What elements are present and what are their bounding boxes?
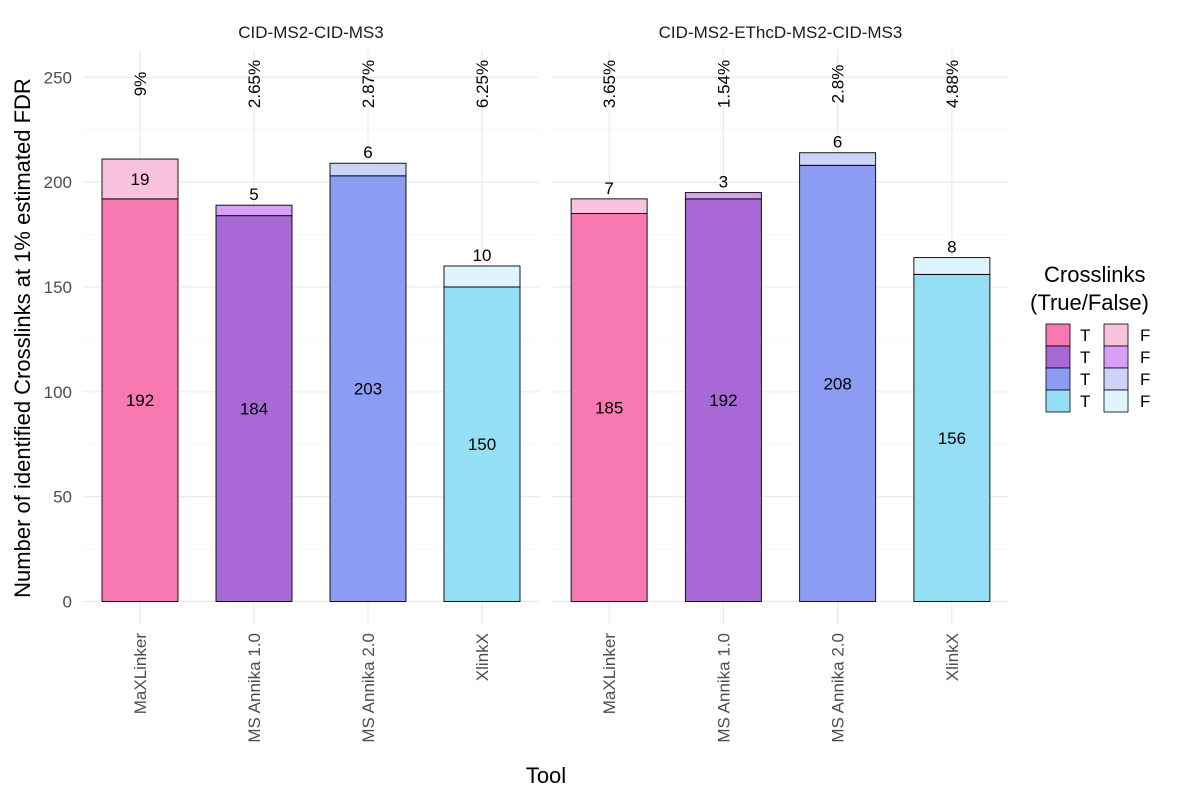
bar-true-label: 150 [468, 435, 496, 454]
fdr-percent-label: 1.54% [714, 60, 733, 108]
x-tick-label: MS Annika 2.0 [829, 633, 848, 743]
bar-true-1 [215, 215, 293, 602]
bar-false-label: 3 [719, 173, 728, 192]
y-tick-label: 250 [44, 68, 72, 87]
fdr-percent-label: 2.87% [359, 60, 378, 108]
bar-true-label: 185 [595, 399, 623, 418]
legend-title-line-1: Crosslinks [1044, 262, 1145, 287]
bar-false-label: 19 [131, 170, 150, 189]
legend-key-false [1103, 367, 1129, 391]
bar-layer [101, 152, 991, 602]
panel-title: CID-MS2-EThcD-MS2-CID-MS3 [659, 23, 903, 42]
bar-false-label: 6 [363, 143, 372, 162]
bar-true-0 [101, 198, 179, 602]
legend-label-true: T [1080, 348, 1090, 367]
x-tick-label: MaXLinker [600, 633, 619, 715]
bar-false-0 [101, 158, 179, 200]
bar-true-label: 156 [938, 429, 966, 448]
y-tick-label: 100 [44, 383, 72, 402]
bar-false-2 [799, 152, 877, 166]
fdr-percent-label: 2.8% [829, 65, 848, 104]
panel-title: CID-MS2-CID-MS3 [238, 23, 383, 42]
bar-false-0 [570, 198, 648, 215]
bar-true-2 [799, 164, 877, 602]
label-layer: CID-MS2-CID-MS3 192 19 9% 184 5 2.65% 203 6 2.87%… [126, 23, 966, 454]
bar-true-label: 203 [354, 380, 382, 399]
bar-false-1 [684, 192, 762, 200]
bar-false-label: 8 [947, 238, 956, 257]
legend-label-false: F [1140, 392, 1150, 411]
legend-key-true [1045, 389, 1071, 413]
y-tick-label: 0 [63, 593, 72, 612]
bar-true-label: 192 [126, 391, 154, 410]
bar-false-label: 5 [249, 185, 258, 204]
bar-true-label: 192 [709, 391, 737, 410]
legend-key-false [1103, 345, 1129, 369]
bar-true-3 [913, 273, 991, 602]
legend-key-false [1103, 323, 1129, 347]
bar-true-label: 208 [823, 374, 851, 393]
bar-false-1 [215, 204, 293, 217]
y-tick-label: 200 [44, 173, 72, 192]
y-axis-title: Number of identified Crosslinks at 1% es… [10, 78, 35, 598]
legend-label-true: T [1080, 370, 1090, 389]
bar-false-2 [329, 162, 407, 177]
x-tick-label: XlinkX [473, 633, 492, 681]
legend-label-false: F [1140, 326, 1150, 345]
fdr-percent-label: 2.65% [245, 60, 264, 108]
legend-label-true: T [1080, 392, 1090, 411]
y-tick-label: 50 [53, 488, 72, 507]
x-tick-label: MaXLinker [131, 633, 150, 715]
x-tick-label: MS Annika 1.0 [245, 633, 264, 743]
fdr-percent-label: 9% [131, 72, 150, 97]
fdr-percent-label: 6.25% [473, 60, 492, 108]
legend: Crosslinks (True/False) T F T F T F T F [1030, 262, 1150, 413]
bar-false-label: 10 [473, 246, 492, 265]
legend-label-false: F [1140, 348, 1150, 367]
y-tick-label: 150 [44, 278, 72, 297]
bar-true-0 [570, 213, 648, 602]
bar-true-3 [443, 286, 521, 602]
x-tick-label: MS Annika 2.0 [359, 633, 378, 743]
x-axis-title: Tool [526, 763, 566, 788]
fdr-percent-label: 4.88% [943, 60, 962, 108]
legend-key-true [1045, 367, 1071, 391]
legend-key-true [1045, 345, 1071, 369]
bar-false-3 [913, 257, 991, 275]
legend-title-line-2: (True/False) [1030, 290, 1149, 315]
x-tick-label: XlinkX [943, 633, 962, 681]
fdr-percent-label: 3.65% [600, 60, 619, 108]
legend-label-false: F [1140, 370, 1150, 389]
bar-false-label: 6 [833, 133, 842, 152]
legend-label-true: T [1080, 326, 1090, 345]
bar-true-label: 184 [240, 400, 268, 419]
legend-key-true [1045, 323, 1071, 347]
legend-key-false [1103, 389, 1129, 413]
axis-layer: Tool Number of identified Crosslinks at … [10, 68, 962, 788]
x-tick-label: MS Annika 1.0 [714, 633, 733, 743]
bar-false-3 [443, 265, 521, 288]
bar-false-label: 7 [604, 179, 613, 198]
bar-true-1 [684, 198, 762, 602]
